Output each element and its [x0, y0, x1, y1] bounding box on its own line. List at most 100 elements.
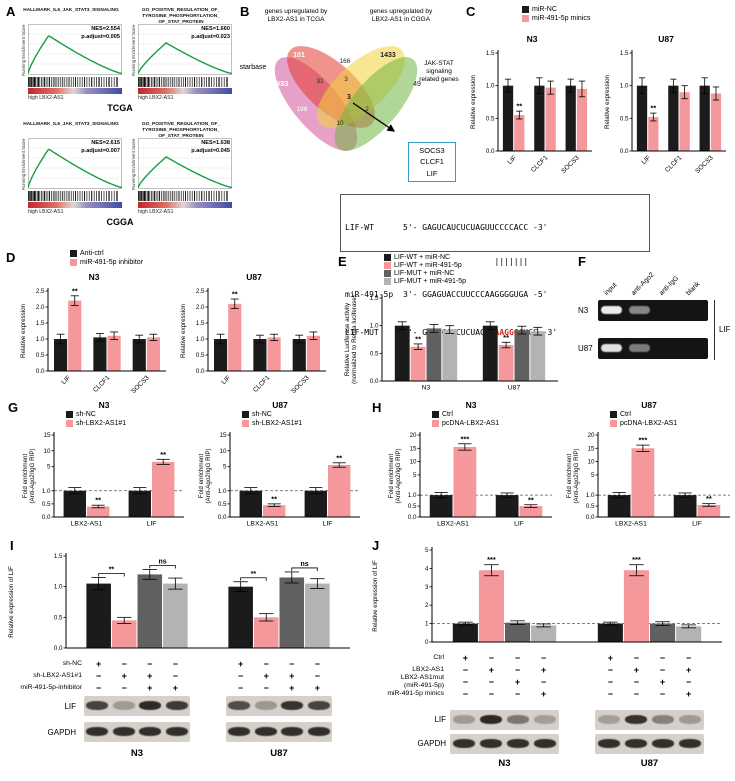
significance-mark: **: [72, 286, 78, 295]
bar: [452, 623, 478, 642]
condition-value: −: [238, 671, 244, 681]
bar: [697, 504, 721, 517]
y-tick-label: 0.0: [36, 368, 45, 375]
y-tick-label: 0.5: [36, 352, 45, 359]
condition-value: −: [263, 659, 269, 669]
bar: [607, 495, 631, 517]
panel-f: F input anti-Ago2 anti-IgG blank N3 U87 …: [578, 252, 735, 400]
gel-band: [601, 306, 623, 314]
bar: [502, 85, 514, 151]
condition-value: −: [121, 659, 127, 669]
significance-mark: ***: [632, 555, 641, 564]
y-tick-label: 1.5: [620, 50, 629, 57]
y-tick-label: 20: [410, 432, 417, 439]
seq-row-pairs: |||||||: [345, 258, 645, 265]
gsea-plot-4: GO_POSITIVE_REGULATION_OF_ TYROSINE_PHOS…: [128, 122, 234, 215]
blot-label-gapdh: GAPDH: [47, 728, 76, 737]
y-tick-label: 0.0: [218, 514, 227, 521]
panel-d-label: D: [6, 250, 16, 265]
condition-value: −: [488, 653, 495, 663]
gsea-nes: NES=1.660: [201, 26, 230, 32]
condition-value: −: [541, 653, 547, 663]
chart-title: U87: [658, 34, 674, 44]
legend-item: pcDNA-LBX2-AS1: [610, 420, 734, 427]
gsea-title: HALLMARK_IL6_JAK_STAT3_SIGNALING: [23, 122, 119, 127]
y-axis-label: Relative Luciferase activity: [344, 302, 351, 376]
gsea-padj: p.adjust=0.005: [81, 33, 120, 40]
gsea-svg: [137, 138, 233, 208]
seq-row-wt: LIF-WT 5'- GAGUCAUCUCUAGUUCCCCACC -3': [345, 222, 645, 234]
blot-row-lif: LIF: [366, 710, 735, 730]
condition-value: +: [514, 677, 521, 687]
bar: [478, 570, 504, 642]
y-tick-label: 4: [425, 565, 429, 572]
gel-lane-label-anti-igg: anti-IgG: [658, 274, 681, 297]
significance-bracket: [240, 577, 267, 581]
legend-item: sh-LBX2-AS1#1: [66, 420, 188, 427]
y-axis-label: Relative expression of LIF: [8, 566, 15, 638]
condition-value: +: [488, 665, 495, 675]
legend-label: sh-NC: [252, 411, 272, 418]
significance-mark: **: [95, 496, 101, 505]
subchart-c-n3: N3 0.0 0.5 1.0 1.5 LIF CLCF1 SOCS3 ** Relative e…: [468, 34, 596, 177]
y-tick-label: 2.0: [36, 304, 45, 311]
gene-name: SOCS3: [419, 146, 445, 155]
condition-value: −: [462, 689, 468, 699]
condition-value: −: [462, 677, 468, 687]
venn-count: 3: [344, 76, 348, 83]
y-tick-label: 15: [410, 445, 417, 452]
venn-set-label-starbase: starbase: [239, 64, 267, 71]
western-blot-band: [281, 701, 304, 710]
condition-value: +: [659, 677, 666, 687]
legend-swatch: [432, 411, 439, 418]
gsea-svg: [137, 24, 233, 94]
x-category-label: CLCF1: [664, 154, 684, 174]
gel-lane-label-input: input: [603, 281, 619, 297]
condition-value: −: [314, 671, 320, 681]
gsea-padj: p.adjust=0.045: [191, 147, 230, 154]
y-tick-label: 0.5: [408, 503, 417, 510]
enrichment-curve: [27, 148, 123, 189]
gsea-padj: p.adjust=0.007: [81, 147, 120, 154]
significance-mark: **: [109, 566, 115, 573]
y-tick-label: 2: [425, 602, 429, 609]
legend-swatch: [384, 262, 391, 269]
western-blot-band: [112, 727, 135, 736]
venn-set-label-tcga: genes upregulated by LBX2-AS1 in TCGA: [264, 8, 328, 23]
candidate-genes-box: SOCS3 CLCF1 LIF: [408, 142, 456, 182]
western-blot-strip: [225, 696, 333, 716]
legend-swatch: [70, 250, 77, 257]
western-blot-band: [651, 715, 674, 724]
western-blot-strip: [83, 722, 191, 742]
panel-h: H N3 Ctrl pcDNA-LBX2-AS1 0.0 0.5 1.0 5 10 15 20…: [366, 400, 735, 536]
y-tick-label: 1.0: [196, 336, 205, 343]
y-axis-label: Relative expression: [470, 74, 477, 129]
y-tick-label: 0.0: [54, 645, 63, 652]
panel-c: C miR-NC miR-491-5p minics N3 0.0 0.5 1.0 1.…: [458, 2, 735, 194]
gsea-nes: NES=2.615: [91, 140, 120, 146]
condition-value: −: [314, 659, 320, 669]
bar: [267, 337, 281, 371]
y-tick-label: 2.5: [196, 288, 205, 295]
legend-item: sh-NC: [66, 411, 188, 418]
venn-count: 2: [365, 106, 369, 113]
condition-value: +: [289, 671, 295, 681]
western-blot-band: [139, 701, 162, 710]
legend-label: Ctrl: [442, 411, 453, 418]
gsea-stats: NES=1.660 p.adjust=0.023: [191, 26, 230, 41]
x-category-label: LIF: [323, 521, 333, 528]
western-blot-band: [228, 727, 251, 736]
y-tick-label: 0.5: [370, 350, 379, 357]
bar: [146, 337, 160, 371]
cell-line-label-n3: N3: [498, 758, 511, 769]
condition-value: −: [96, 683, 102, 693]
condition-value: +: [238, 659, 244, 669]
legend-label: Ctrl: [620, 411, 631, 418]
legend-swatch: [522, 6, 529, 13]
significance-mark: ns: [158, 558, 166, 565]
y-axis-label: Fold enrichment: [388, 454, 395, 499]
gsea-stats: NES=2.615 p.adjust=0.007: [81, 140, 120, 155]
legend-label: LIF-MUT + miR-491-5p: [394, 278, 467, 285]
bar: [668, 85, 679, 151]
bar: [306, 335, 320, 371]
